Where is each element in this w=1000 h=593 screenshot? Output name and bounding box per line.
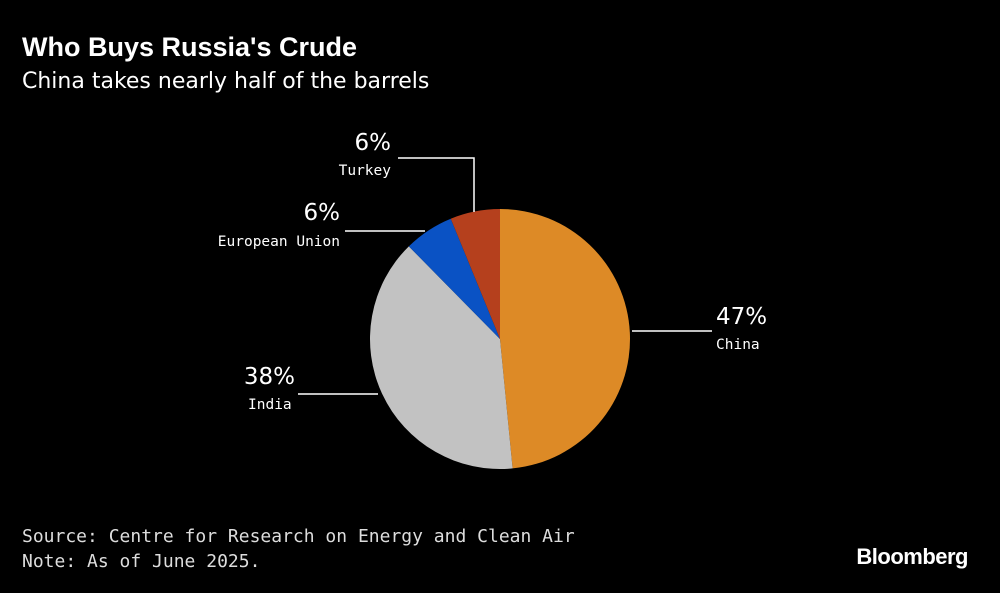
pie-slice-china xyxy=(500,209,630,469)
china-value-label: 47% xyxy=(716,304,768,330)
pie-slice-european-union xyxy=(408,218,500,339)
india-value-label: 38% xyxy=(243,364,295,390)
chart-subtitle: China takes nearly half of the barrels xyxy=(22,69,430,94)
source-note: Source: Centre for Research on Energy an… xyxy=(22,526,575,547)
pie-slice-turkey xyxy=(450,209,500,339)
eu-value-label: 6% xyxy=(303,200,341,226)
pie-slice-india xyxy=(370,246,513,469)
china-label: China xyxy=(716,337,760,353)
eu-label: European Union xyxy=(217,234,340,250)
bloomberg-logo: Bloomberg xyxy=(856,544,968,569)
india-label: India xyxy=(248,397,292,413)
turkey-value-label: 6% xyxy=(354,130,392,156)
leader-line-turkey xyxy=(398,157,475,212)
turkey-label: Turkey xyxy=(338,163,391,179)
chart-title: Who Buys Russia's Crude xyxy=(22,32,357,62)
date-note: Note: As of June 2025. xyxy=(22,551,261,572)
